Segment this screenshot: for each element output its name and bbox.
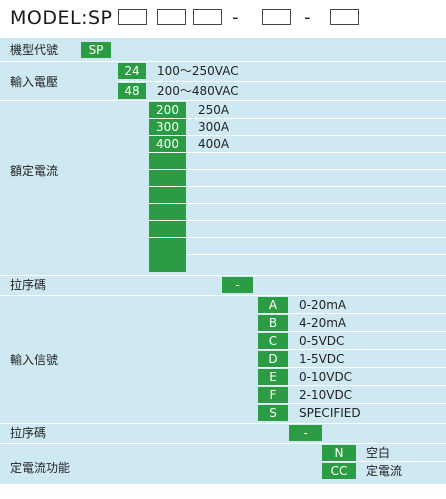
row-separator bbox=[258, 349, 446, 350]
row-separator bbox=[258, 403, 446, 404]
voltage-value: 100～250VAC bbox=[157, 64, 239, 78]
current-empty-box bbox=[149, 238, 186, 272]
model-digit-box-4 bbox=[262, 9, 291, 25]
constant-current-value: 空白 bbox=[366, 446, 391, 460]
row-separator bbox=[0, 61, 446, 62]
signal-code-box: F bbox=[258, 387, 288, 403]
row-separator bbox=[258, 313, 446, 314]
model-code-box: SP bbox=[81, 42, 111, 58]
model-dash-2: - bbox=[304, 7, 311, 28]
row-separator bbox=[0, 443, 446, 444]
row-separator bbox=[149, 237, 446, 238]
constant-current-label: 定電流功能 bbox=[10, 461, 71, 475]
row-separator bbox=[149, 169, 446, 170]
model-digit-box-3 bbox=[193, 9, 222, 25]
signal-value: 4-20mA bbox=[299, 316, 347, 330]
current-empty-box bbox=[149, 204, 186, 220]
row-separator bbox=[149, 135, 446, 136]
current-value: 300A bbox=[198, 120, 230, 134]
row-separator bbox=[0, 423, 446, 424]
row-separator bbox=[149, 186, 446, 187]
row-separator bbox=[0, 275, 446, 276]
signal-value: 0-20mA bbox=[299, 298, 347, 312]
signal-code-box: A bbox=[258, 297, 288, 313]
row-separator bbox=[149, 118, 446, 119]
voltage-code-box: 24 bbox=[118, 63, 146, 79]
current-empty-box bbox=[149, 153, 186, 169]
row-separator bbox=[149, 254, 446, 255]
rated-current-label: 額定電流 bbox=[10, 164, 59, 178]
model-digit-box-1 bbox=[118, 9, 147, 25]
current-code-box: 200 bbox=[149, 102, 186, 118]
row-separator bbox=[149, 220, 446, 221]
separator-code-box: - bbox=[222, 277, 253, 293]
separator-code-box: - bbox=[289, 425, 322, 441]
separator-code-label: 拉序碼 bbox=[10, 426, 47, 440]
signal-code-box: S bbox=[258, 405, 288, 421]
current-code-box: 400 bbox=[149, 136, 186, 152]
row-separator bbox=[258, 385, 446, 386]
model-digit-box-5 bbox=[330, 9, 359, 25]
row-separator bbox=[258, 331, 446, 332]
row-separator bbox=[149, 203, 446, 204]
signal-code-box: D bbox=[258, 351, 288, 367]
input-signal-label: 輸入信號 bbox=[10, 353, 59, 367]
table-background bbox=[0, 38, 446, 484]
signal-code-box: E bbox=[258, 369, 288, 385]
row-separator bbox=[0, 100, 446, 101]
voltage-value: 200～480VAC bbox=[157, 84, 239, 98]
model-prefix: MODEL:SP bbox=[10, 7, 113, 29]
current-value: 250A bbox=[198, 103, 230, 117]
row-separator bbox=[118, 81, 446, 82]
signal-value: SPECIFIED bbox=[299, 406, 361, 420]
constant-current-code-box: N bbox=[322, 445, 356, 461]
signal-value: 1-5VDC bbox=[299, 352, 345, 366]
current-empty-box bbox=[149, 221, 186, 237]
separator-code-label: 拉序碼 bbox=[10, 278, 47, 292]
current-empty-box bbox=[149, 170, 186, 186]
current-code-box: 300 bbox=[149, 119, 186, 135]
model-dash-1: - bbox=[232, 7, 239, 28]
signal-value: 2-10VDC bbox=[299, 388, 353, 402]
signal-code-box: C bbox=[258, 333, 288, 349]
row-separator bbox=[258, 367, 446, 368]
row-separator bbox=[0, 295, 446, 296]
voltage-code-box: 48 bbox=[118, 83, 146, 99]
current-empty-box bbox=[149, 187, 186, 203]
input-voltage-label: 輸入電壓 bbox=[10, 75, 59, 89]
constant-current-value: 定電流 bbox=[366, 464, 403, 478]
current-value: 400A bbox=[198, 137, 230, 151]
model-code-label: 機型代號 bbox=[10, 43, 59, 57]
row-separator bbox=[322, 461, 446, 462]
signal-value: 0-10VDC bbox=[299, 370, 353, 384]
constant-current-code-box: CC bbox=[322, 463, 356, 479]
signal-value: 0-5VDC bbox=[299, 334, 345, 348]
signal-code-box: B bbox=[258, 315, 288, 331]
model-digit-box-2 bbox=[157, 9, 186, 25]
row-separator bbox=[149, 152, 446, 153]
